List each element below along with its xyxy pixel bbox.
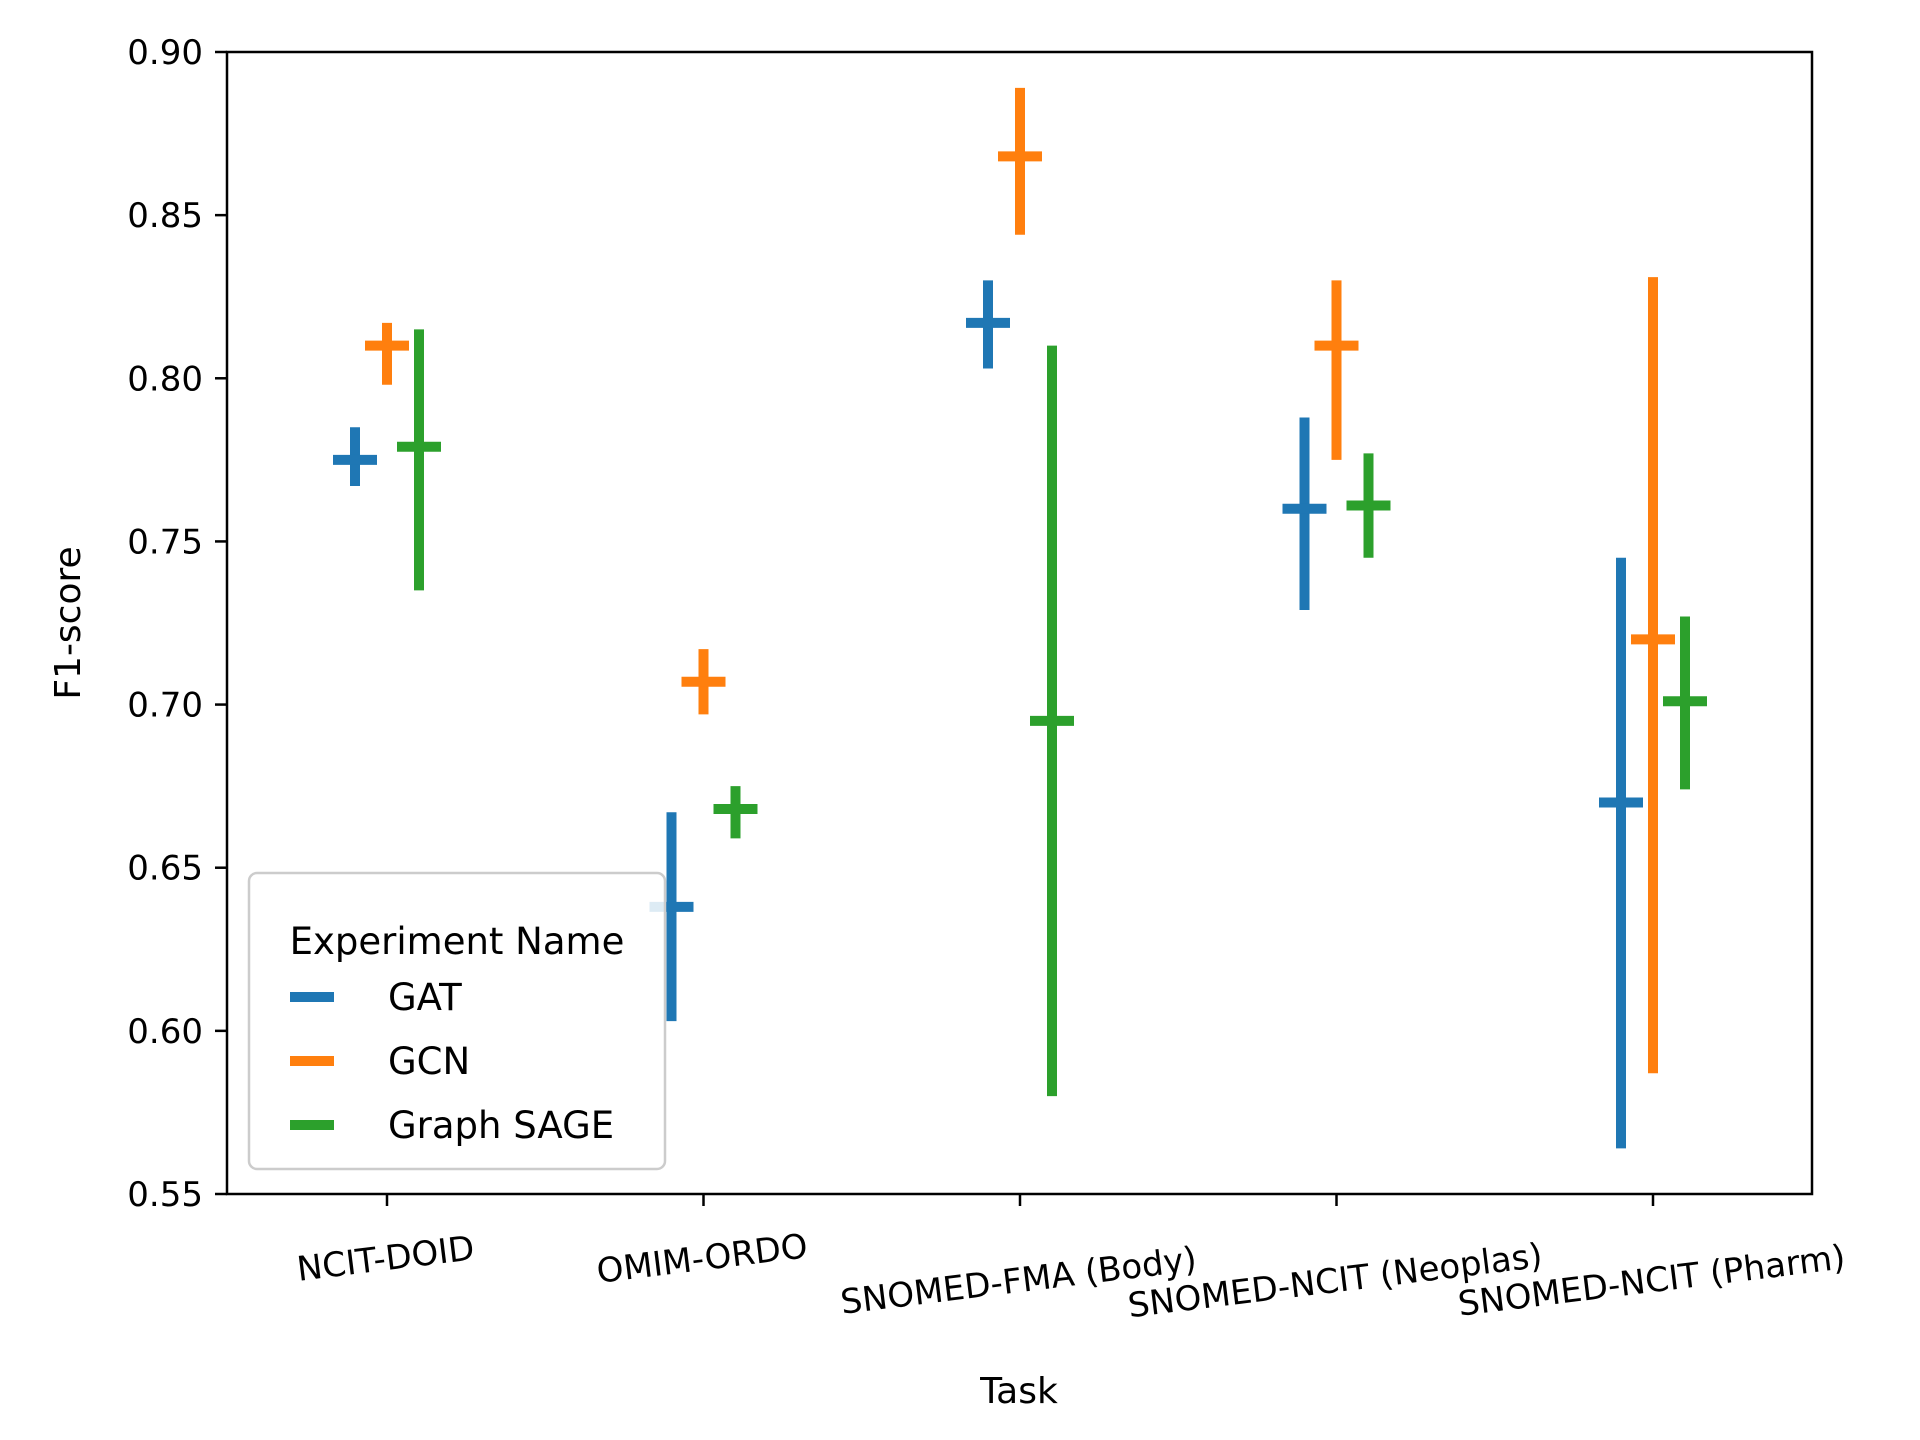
- legend-label: GCN: [388, 1040, 470, 1083]
- y-tick-label: 0.85: [127, 196, 203, 236]
- y-tick-label: 0.60: [127, 1012, 203, 1052]
- legend-entries: GAT GCN Graph SAGE: [290, 976, 614, 1147]
- y-tick-label: 0.65: [127, 849, 203, 889]
- legend-box: [247, 871, 667, 1171]
- legend-label: GAT: [388, 976, 462, 1019]
- y-tick-label: 0.75: [127, 522, 203, 562]
- legend: Experiment Name GAT GCN Graph SAGE: [247, 871, 667, 1171]
- y-axis-title: F1-score: [48, 546, 89, 699]
- x-axis-title: Task: [979, 1371, 1058, 1412]
- y-axis: 0.55 0.60 0.65 0.70 0.75 0.80 0.85 0.90: [127, 33, 227, 1215]
- chart-marks: [333, 87, 1707, 1149]
- legend-title: Experiment Name: [290, 920, 625, 963]
- y-tick-label: 0.90: [127, 33, 203, 73]
- legend-label: Graph SAGE: [388, 1104, 614, 1147]
- y-tick-label: 0.80: [127, 359, 203, 399]
- y-tick-label: 0.70: [127, 686, 203, 726]
- y-tick-label: 0.55: [127, 1175, 203, 1215]
